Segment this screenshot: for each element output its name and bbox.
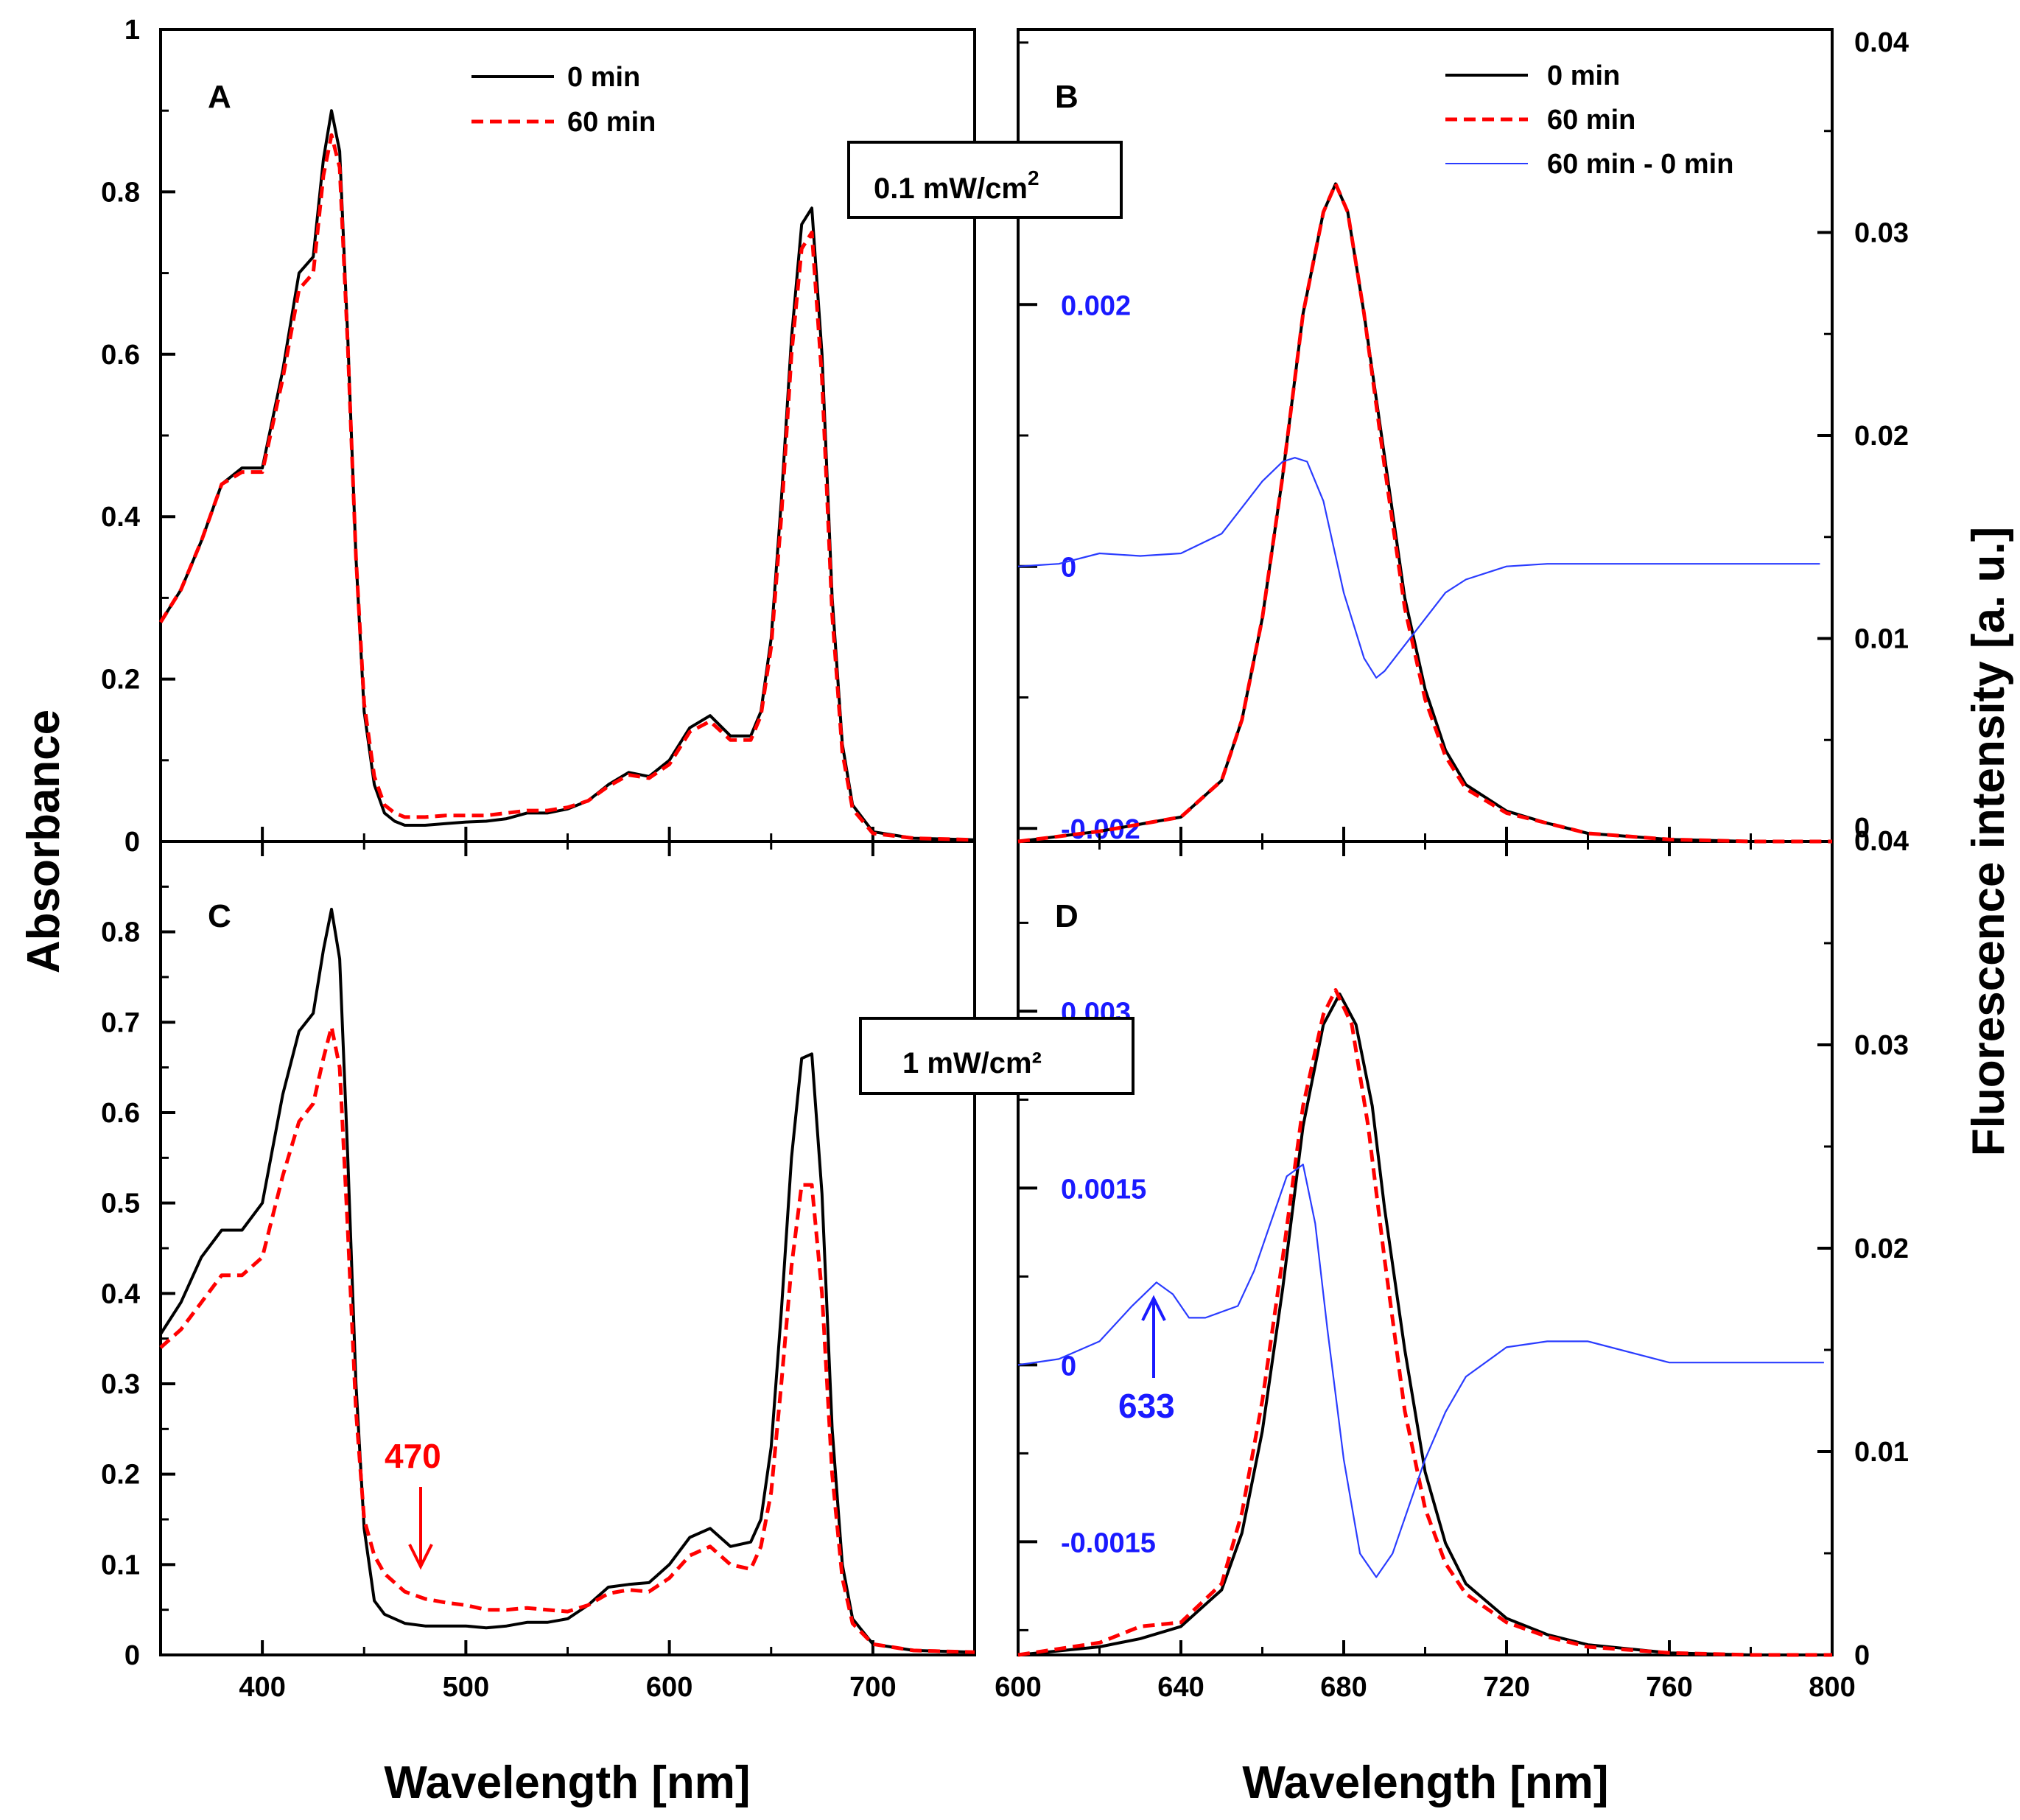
panel-a-series	[158, 109, 975, 842]
panel-c-series-0-min	[159, 908, 975, 1654]
panel-a-ytick-label: 0.2	[101, 665, 140, 696]
panel-d-series-0-min	[1017, 993, 1832, 1656]
legend-a-label-0min: 0 min	[567, 62, 640, 93]
panel-c-xtick-label: 700	[849, 1672, 896, 1703]
panel-c-ytick-label: 0.7	[101, 1007, 140, 1038]
panel-a-ticks: 0 0.2 0.4 0.6 0.8 1	[101, 15, 976, 858]
panel-b-rtick-label: 0.01	[1854, 624, 1909, 655]
panel-d-xtick-label: 760	[1646, 1672, 1692, 1703]
annotation-633-arrow-head	[1141, 1295, 1166, 1321]
panel-c-ytick-label: 0.8	[101, 917, 140, 948]
panel-d-xtick-label: 800	[1809, 1672, 1855, 1703]
legend-b-label-diff: 60 min - 0 min	[1547, 149, 1733, 180]
panel-c-series	[159, 908, 975, 1654]
panel-letter-c: C	[208, 898, 231, 934]
panel-d-rtick-label: 0.01	[1854, 1437, 1909, 1468]
panel-d-xtick-label: 600	[995, 1672, 1041, 1703]
panel-c-frame	[159, 840, 976, 1656]
panel-b-rtick-label: 0.02	[1854, 421, 1909, 452]
panel-c-xtick-label: 600	[646, 1672, 692, 1703]
panel-b-blue-tick-label: 0	[1061, 553, 1076, 584]
intensity-box-top-sup: 2	[1028, 167, 1039, 189]
intensity-box-top-frame	[847, 141, 1123, 219]
panel-a-ytick-label: 0.4	[101, 502, 140, 533]
legend-panel-a: 0 min 60 min	[471, 62, 656, 138]
panel-b-blue-tick-label: 0.002	[1061, 290, 1131, 321]
panel-d-series-60-min	[1017, 988, 1832, 1657]
annotation-470-arrow-head	[408, 1544, 433, 1570]
panel-d-rtick-label: 0.04	[1854, 826, 1909, 857]
panel-d-series-60-min-0-min	[1017, 1163, 1824, 1578]
x-axis-title-right: Wavelength [nm]	[1242, 1757, 1608, 1808]
panel-b-rtick-label: 0	[1854, 813, 1870, 844]
annotation-633: 633	[1118, 1295, 1175, 1425]
panel-letter-d: D	[1055, 898, 1079, 934]
legend-a-label-60min: 60 min	[567, 107, 656, 138]
annotation-470-label: 470	[385, 1437, 441, 1475]
panel-c-ytick-label: 0.2	[101, 1460, 140, 1491]
panel-d-xtick-label: 640	[1157, 1672, 1204, 1703]
intensity-box-bottom: 1 mW/cm²	[859, 1017, 1135, 1095]
legend-b-label-60min: 60 min	[1547, 105, 1635, 136]
panel-b-series-60-min	[1017, 181, 1832, 844]
panel-a-ytick-label: 0.6	[101, 340, 140, 371]
panel-c-series-60-min	[159, 1025, 975, 1654]
intensity-box-top: 0.1 mW/cm2	[847, 141, 1123, 219]
annotation-470: 470	[385, 1437, 441, 1570]
panel-c-ytick-label: 0.1	[101, 1550, 140, 1581]
legend-panel-b: 0 min 60 min 60 min - 0 min	[1445, 60, 1733, 180]
panel-a-ytick-label: 1	[125, 15, 140, 46]
panel-d-rtick-label: 0	[1854, 1640, 1870, 1671]
panel-b-series	[1017, 181, 1832, 844]
panel-c-ticks: 0 0.1 0.2 0.3 0.4 0.5 0.6 0.7 0.8 400 500 600 700	[101, 840, 976, 1703]
panel-d-rtick-label: 0.02	[1854, 1233, 1909, 1264]
panel-b-rtick-label: 0.04	[1854, 27, 1909, 58]
intensity-box-bottom-label: 1 mW/cm²	[902, 1047, 1042, 1079]
annotation-633-label: 633	[1118, 1387, 1175, 1425]
panel-d-blue-tick-label: 0.0015	[1061, 1174, 1146, 1205]
panel-a-ytick-label: 0.8	[101, 177, 140, 208]
panel-c-ytick-label: 0.4	[101, 1278, 140, 1309]
panel-letter-a: A	[208, 79, 231, 115]
panel-d-rtick-label: 0.03	[1854, 1030, 1909, 1061]
panel-b-series-0-min	[1017, 182, 1832, 843]
panel-b-rtick-label: 0.03	[1854, 218, 1909, 249]
panel-c-xtick-label: 500	[443, 1672, 489, 1703]
intensity-box-bottom-frame	[859, 1017, 1135, 1095]
panel-a-ytick-label: 0	[125, 827, 140, 858]
panel-d-blue-tick-label: -0.0015	[1061, 1527, 1156, 1558]
intensity-box-top-text: 0.1 mW/cm	[874, 172, 1028, 205]
panel-c-ytick-label: 0.6	[101, 1098, 140, 1129]
panel-a-series-60-min	[158, 133, 975, 842]
panel-a-series-0-min	[159, 109, 975, 841]
panel-c-xtick-label: 400	[239, 1672, 285, 1703]
panel-letter-b: B	[1055, 79, 1079, 115]
panel-c-ytick-label: 0.3	[101, 1369, 140, 1400]
right-y-axis-title: Fluorescence intensity [a. u.]	[1963, 527, 2014, 1156]
panel-d-xtick-label: 680	[1320, 1672, 1367, 1703]
panel-d-series	[1017, 988, 1832, 1657]
intensity-box-top-label: 0.1 mW/cm2	[874, 167, 1039, 205]
panel-d-xtick-label: 720	[1483, 1672, 1529, 1703]
left-y-axis-title: Absorbance	[18, 710, 69, 973]
panel-d-blue-tick-label: 0	[1061, 1351, 1076, 1382]
panel-b-series-60-min-0-min	[1017, 457, 1820, 679]
panel-c-ytick-label: 0.5	[101, 1189, 140, 1219]
panel-c-ytick-label: 0	[125, 1640, 140, 1671]
x-axis-title-left: Wavelength [nm]	[384, 1757, 750, 1808]
legend-b-label-0min: 0 min	[1547, 60, 1620, 91]
